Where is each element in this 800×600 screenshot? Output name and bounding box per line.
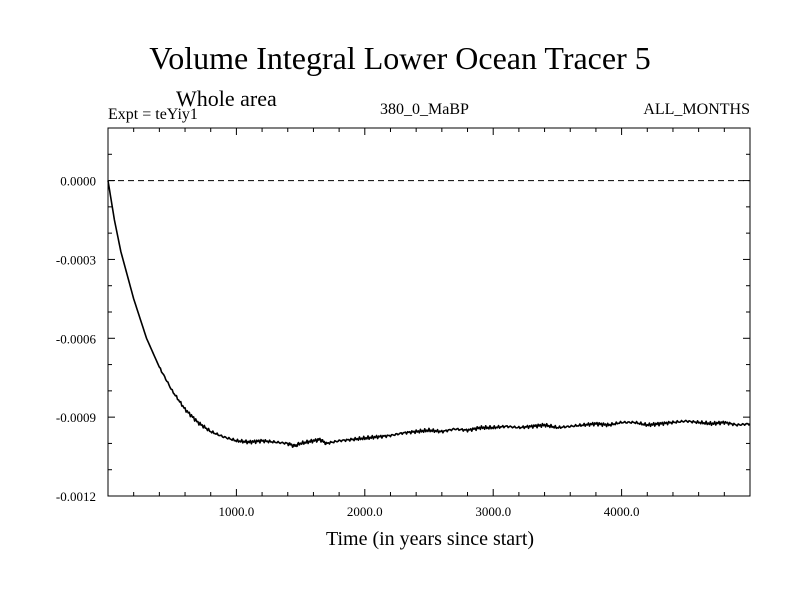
- x-tick-label: 3000.0: [475, 504, 511, 519]
- series-group: [107, 180, 751, 448]
- y-tick-label: -0.0012: [56, 489, 96, 504]
- experiment-label: Expt = teYiy1: [108, 106, 198, 123]
- series-line: [107, 180, 751, 448]
- y-tick-label: 0.0000: [60, 174, 96, 189]
- y-tick-label: -0.0003: [56, 252, 96, 267]
- axis-ticks: 1000.0 2000.0 3000.0 4000.0 0.0000 -0.0003 -0.…: [56, 127, 750, 519]
- months-label: ALL_MONTHS: [643, 101, 750, 118]
- chart-subtitle: Whole area: [176, 86, 277, 111]
- x-tick-label: 4000.0: [604, 504, 640, 519]
- x-tick-label: 1000.0: [219, 504, 255, 519]
- chart-title: Volume Integral Lower Ocean Tracer 5: [149, 40, 651, 76]
- y-tick-label: -0.0006: [56, 331, 97, 346]
- y-tick-label: -0.0009: [56, 410, 96, 425]
- plot-frame: [107, 127, 751, 497]
- period-label: 380_0_MaBP: [380, 101, 469, 118]
- x-tick-label: 2000.0: [347, 504, 383, 519]
- x-axis-label: Time (in years since start): [325, 528, 535, 550]
